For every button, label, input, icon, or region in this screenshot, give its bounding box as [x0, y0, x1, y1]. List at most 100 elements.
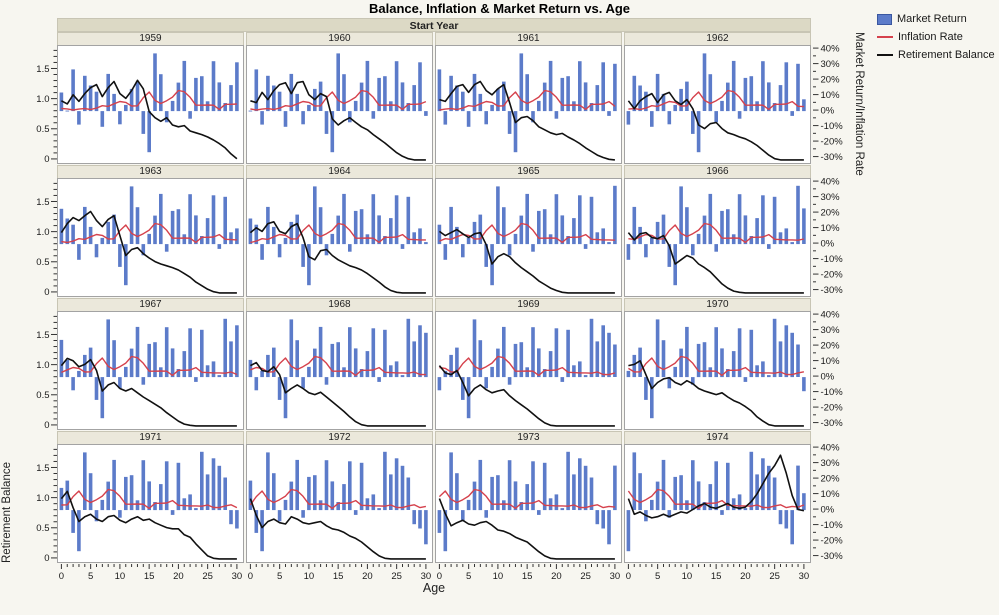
trellis-grid: 0 0.5 1.0 1.5 1959 1960 1961 1962 40% 30% 20% 10% 0%… — [31, 32, 851, 582]
panel-1966: 1966 — [624, 165, 811, 297]
svg-text:1.0: 1.0 — [36, 360, 49, 371]
panel-1961: 1961 — [435, 32, 622, 164]
svg-text:-10%: -10% — [821, 254, 844, 265]
panel-1964: 1964 — [246, 165, 433, 297]
right-axis-title: Market Return/Inflation Rate — [853, 32, 865, 176]
panel-1968: 1968 — [246, 298, 433, 430]
svg-text:0: 0 — [44, 287, 49, 298]
trellis-row: 0 0.5 1.0 1.5 1963 1964 1965 1966 40% 30% 20% 10% 0%… — [31, 165, 851, 298]
right-axis-scale: 40% 30% 20% 10% 0% -10% -20% -30% — [813, 176, 844, 296]
svg-text:0: 0 — [44, 553, 49, 564]
svg-text:1.0: 1.0 — [36, 227, 49, 238]
panel-plot — [624, 178, 811, 297]
panel-header: 1970 — [624, 298, 811, 311]
svg-text:20: 20 — [173, 571, 184, 582]
right-axis-scale: 40% 30% 20% 10% 0% -10% -20% -30% — [813, 43, 844, 163]
svg-text:0%: 0% — [821, 238, 835, 249]
svg-text:5: 5 — [277, 571, 282, 582]
legend-item-market-return: Market Return — [877, 13, 995, 25]
svg-text:30: 30 — [610, 571, 621, 582]
panel-header: 1967 — [57, 298, 244, 311]
svg-text:25: 25 — [202, 571, 213, 582]
svg-text:1.5: 1.5 — [36, 64, 49, 75]
svg-text:10%: 10% — [821, 90, 841, 101]
panel-canvas — [437, 318, 617, 427]
panel-canvas — [59, 451, 239, 560]
panel-plot — [624, 311, 811, 430]
spacer — [31, 165, 57, 178]
panel-plot — [57, 311, 244, 430]
svg-text:20%: 20% — [821, 473, 841, 484]
panel-canvas — [248, 186, 428, 294]
panel-plot — [435, 178, 622, 297]
panel-plot — [246, 45, 433, 164]
panel-plot — [624, 45, 811, 164]
svg-text:10: 10 — [304, 571, 315, 582]
right-axis-scale: 40% 30% 20% 10% 0% -10% -20% -30% — [813, 442, 844, 562]
facet-strip-start-year: Start Year — [57, 18, 811, 32]
svg-text:-10%: -10% — [821, 520, 844, 531]
panel-header: 1961 — [435, 32, 622, 45]
svg-text:20: 20 — [551, 571, 562, 582]
panel-plot — [624, 444, 811, 563]
panel-header: 1969 — [435, 298, 622, 311]
trellis-row: 0 0.5 1.0 1.5 1959 1960 1961 1962 40% 30% 20% 10% 0%… — [31, 32, 851, 165]
right-axis: 40% 30% 20% 10% 0% -10% -20% -30% — [813, 298, 851, 430]
x-axis-ticks: 0 5 10 15 20 25 30 — [248, 564, 431, 582]
svg-text:1.5: 1.5 — [36, 197, 49, 208]
panel-1967: 1967 — [57, 298, 244, 430]
svg-text:-10%: -10% — [821, 121, 844, 132]
panel-1971: 1971 — [57, 431, 244, 563]
svg-text:0.5: 0.5 — [36, 257, 49, 268]
svg-text:15: 15 — [522, 571, 533, 582]
svg-text:0%: 0% — [821, 504, 835, 515]
panel-header: 1973 — [435, 431, 622, 444]
trellis-row: 0 0.5 1.0 1.5 1967 1968 1969 1970 40% 30% 20% 10% 0%… — [31, 298, 851, 431]
panel-canvas — [626, 185, 806, 294]
svg-text:40%: 40% — [821, 442, 841, 453]
left-axis: 0 0.5 1.0 1.5 — [31, 32, 57, 165]
legend-label: Market Return — [897, 13, 967, 25]
x-axis-scale: 0 5 10 15 20 25 30 — [246, 564, 433, 582]
panel-1972: 1972 — [246, 431, 433, 563]
svg-text:0%: 0% — [821, 105, 835, 116]
panel-plot — [246, 311, 433, 430]
panel-plot — [57, 45, 244, 164]
panel-plot — [435, 45, 622, 164]
x-axis-scale: 0 5 10 15 20 25 30 — [624, 564, 811, 582]
panel-header: 1962 — [624, 32, 811, 45]
panel-header: 1965 — [435, 165, 622, 178]
left-axis: 0 0.5 1.0 1.5 — [31, 298, 57, 431]
panel-1960: 1960 — [246, 32, 433, 164]
left-axis: 0 0.5 1.0 1.5 — [31, 165, 57, 298]
right-axis-scale: 40% 30% 20% 10% 0% -10% -20% -30% — [813, 309, 843, 429]
panel-canvas — [248, 53, 428, 161]
svg-text:30: 30 — [799, 571, 810, 582]
panel-header: 1974 — [624, 431, 811, 444]
svg-text:30%: 30% — [821, 59, 841, 70]
svg-text:30%: 30% — [821, 458, 841, 469]
left-axis-scale: 0 0.5 1.0 1.5 — [36, 448, 57, 564]
chart-title: Balance, Inflation & Market Return vs. A… — [368, 1, 631, 16]
svg-text:25: 25 — [391, 571, 402, 582]
x-axis-ticks: 0 5 10 15 20 25 30 — [59, 564, 242, 582]
panel-header: 1968 — [246, 298, 433, 311]
spacer — [31, 32, 57, 45]
x-axis-ticks: 0 5 10 15 20 25 30 — [626, 564, 810, 582]
left-axis-scale: 0 0.5 1.0 1.5 — [36, 315, 57, 431]
left-axis: 0 0.5 1.0 1.5 — [31, 431, 57, 564]
panel-1963: 1963 — [57, 165, 244, 297]
panel-canvas — [437, 53, 617, 161]
legend-label: Retirement Balance — [898, 49, 995, 61]
legend-label: Inflation Rate — [898, 31, 963, 43]
svg-text:15: 15 — [333, 571, 344, 582]
spacer — [31, 564, 57, 581]
svg-text:40%: 40% — [821, 309, 841, 320]
svg-text:0.5: 0.5 — [36, 523, 49, 534]
svg-text:40%: 40% — [821, 43, 841, 54]
panel-canvas — [626, 451, 806, 552]
svg-text:5: 5 — [466, 571, 471, 582]
svg-text:1.5: 1.5 — [36, 330, 49, 341]
inflation-rate-swatch — [877, 36, 893, 38]
left-axis-scale: 0 0.5 1.0 1.5 — [36, 49, 57, 165]
